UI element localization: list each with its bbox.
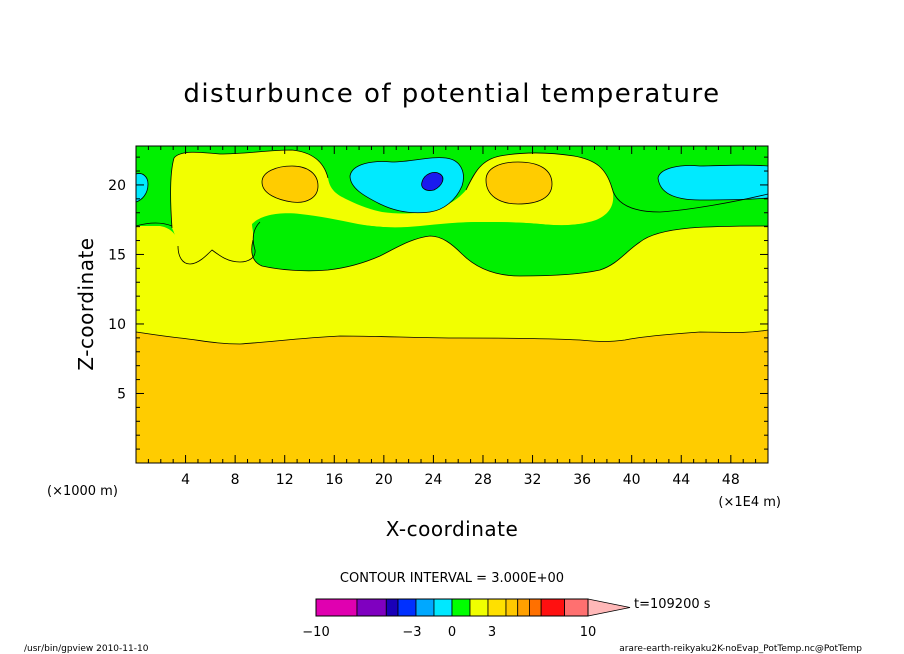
x-unit-left: (×1000 m) [47, 484, 118, 499]
colorbar-frame [315, 598, 589, 617]
x-tick-label: 44 [672, 472, 690, 488]
x-tick-label: 16 [325, 472, 343, 488]
contour-blob-positive-left [262, 166, 318, 203]
colorbar-segment [451, 598, 471, 617]
contour-line-4 [177, 221, 261, 265]
x-axis-label: X-coordinate [386, 517, 519, 541]
colorbar-segment [433, 598, 453, 617]
x-tick-label: 12 [276, 472, 294, 488]
contour-band-orange [136, 330, 768, 463]
contour-line-8 [485, 161, 553, 205]
colorbar-label: −3 [402, 625, 421, 640]
contour-line-11 [657, 164, 768, 179]
x-tick-label: 28 [474, 472, 492, 488]
y-tick-label: 5 [117, 386, 126, 402]
colorbar-label: 3 [488, 625, 496, 640]
colorbar-segment [315, 598, 358, 617]
contour-blob-negative-right [658, 165, 768, 200]
contour-line-9 [349, 157, 464, 214]
footer-left: /usr/bin/gpview 2010-11-10 [24, 644, 149, 654]
contour-layer [136, 146, 768, 463]
colorbar-segment [356, 598, 387, 617]
colorbar-segment [385, 598, 399, 617]
contour-line-2 [136, 222, 173, 227]
contour-line-10 [421, 172, 444, 191]
colorbar-label: −10 [302, 625, 329, 640]
contour-blob-negative-core [421, 172, 443, 191]
colorbar-segment [505, 598, 519, 617]
contour-line-6 [465, 152, 768, 213]
y-tick-label: 15 [108, 247, 126, 263]
colorbar-segment [469, 598, 489, 617]
contour-interval-text: CONTOUR INTERVAL = 3.000E+00 [340, 571, 564, 586]
colorbar-segment [529, 598, 542, 617]
contour-fills [135, 145, 769, 464]
colorbar-arrow [587, 598, 631, 617]
colorbar-segment [415, 598, 435, 617]
x-tick-label: 40 [623, 472, 641, 488]
x-tick-labels: 4 8 12 16 20 24 28 32 36 40 44 48 [181, 472, 740, 488]
contour-blob-positive-right [486, 162, 552, 204]
contour-line-3 [170, 149, 329, 229]
y-tick-label: 10 [108, 317, 126, 333]
chart-title: disturbunce of potential temperature [183, 79, 720, 109]
colorbar-labels: −10 −3 0 3 10 [302, 625, 596, 640]
colorbar-segment [397, 598, 417, 617]
contour-line-12 [657, 177, 768, 201]
colorbar-label: 10 [580, 625, 597, 640]
x-unit-right: (×1E4 m) [718, 495, 781, 510]
x-tick-label: 20 [375, 472, 393, 488]
colorbar-label: 0 [448, 625, 456, 640]
contour-line-7 [261, 165, 319, 203]
colorbar [315, 598, 631, 617]
x-tick-label: 4 [181, 472, 190, 488]
y-tick-labels: 5 10 15 20 [108, 178, 126, 403]
colorbar-segment [564, 598, 589, 617]
contour-line-13 [136, 173, 149, 203]
plot-frame [135, 145, 769, 464]
contour-line-5 [251, 225, 768, 277]
colorbar-segment [540, 598, 565, 617]
x-tick-label: 36 [573, 472, 591, 488]
time-text: t=109200 s [634, 597, 711, 612]
x-tick-label: 24 [424, 472, 442, 488]
y-axis-label: Z-coordinate [74, 237, 98, 370]
x-tick-label: 32 [524, 472, 542, 488]
contour-blob-negative-center [350, 157, 464, 213]
contour-line-1 [136, 329, 768, 345]
colorbar-segment [517, 598, 530, 617]
colorbar-segment [487, 598, 507, 617]
x-tick-label: 48 [722, 472, 740, 488]
footer-right: arare-earth-reikyaku2K-noEvap_PotTemp.nc… [619, 644, 862, 654]
y-tick-label: 20 [108, 178, 126, 194]
x-tick-label: 8 [231, 472, 240, 488]
axes-ticks [135, 146, 769, 463]
